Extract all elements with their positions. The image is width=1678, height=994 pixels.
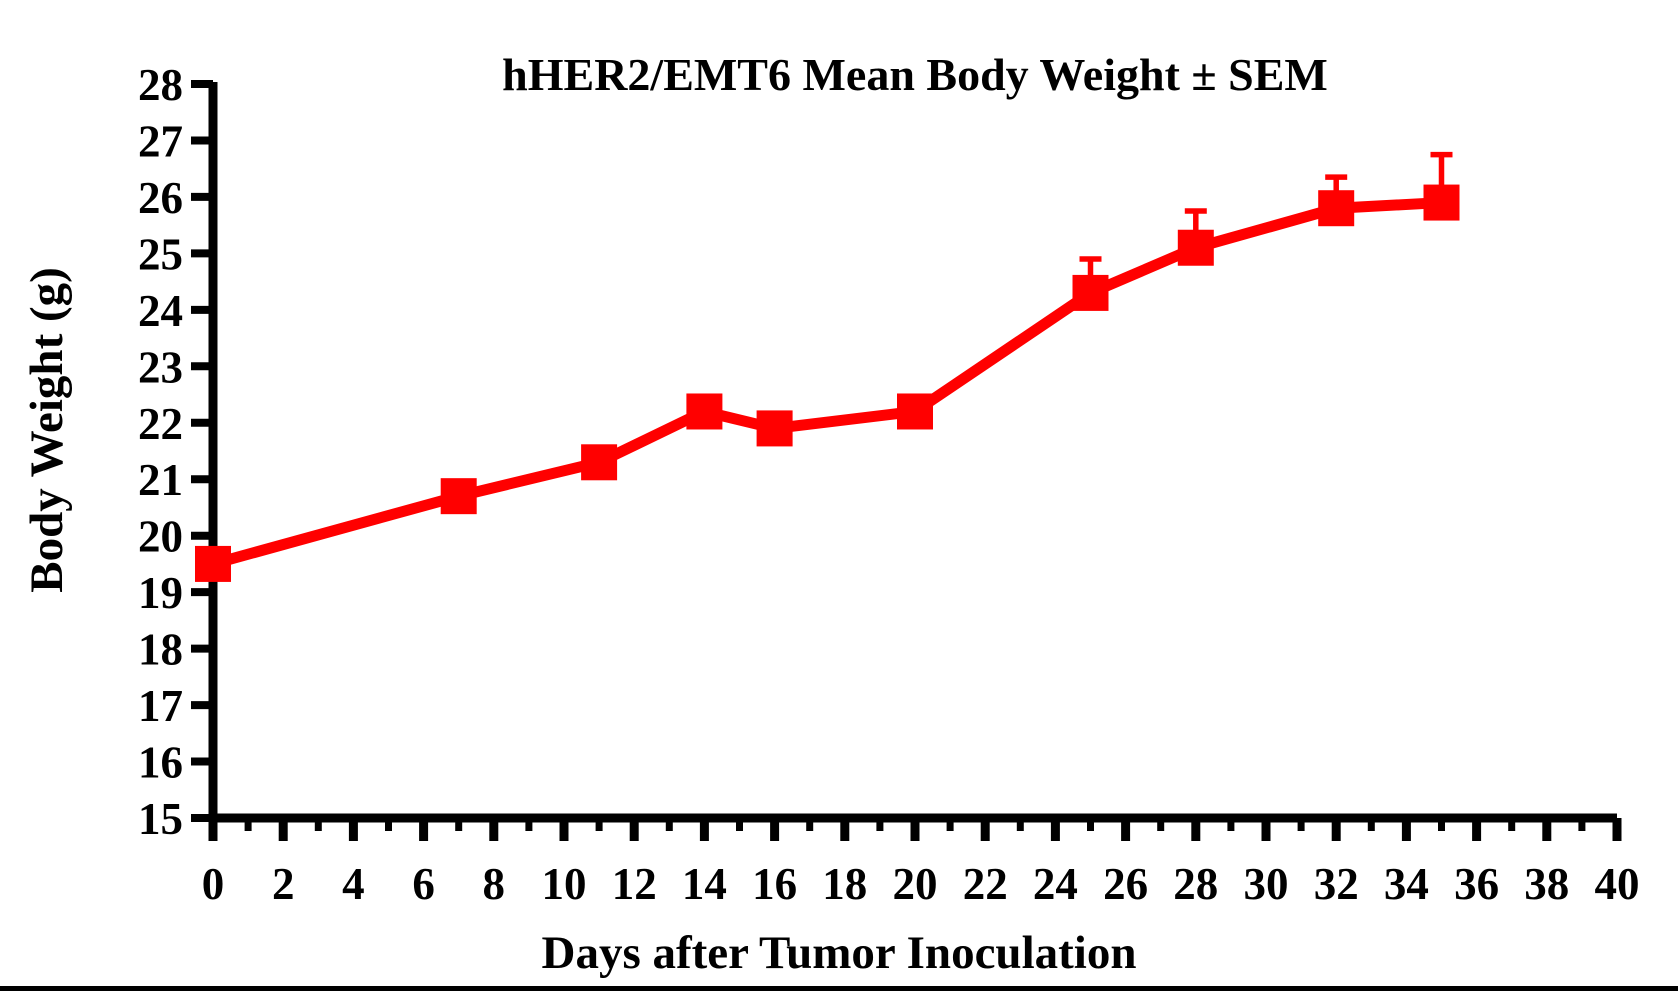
y-tick-label: 28 — [138, 60, 183, 110]
data-point-marker — [756, 410, 793, 447]
x-tick-label: 20 — [893, 859, 938, 909]
x-tick-label: 8 — [483, 859, 506, 909]
x-tick-label: 34 — [1384, 859, 1429, 909]
x-tick-label: 38 — [1524, 859, 1569, 909]
x-tick-label: 36 — [1454, 859, 1499, 909]
x-tick-label: 18 — [822, 859, 867, 909]
data-point-marker — [581, 444, 618, 481]
x-tick-label: 10 — [542, 859, 587, 909]
x-tick-label: 2 — [272, 859, 295, 909]
y-tick-label: 27 — [138, 116, 183, 166]
x-tick-label: 30 — [1244, 859, 1289, 909]
bottom-divider — [0, 986, 1678, 991]
x-tick-label: 6 — [412, 859, 435, 909]
y-tick-label: 26 — [138, 173, 183, 223]
x-tick-label: 4 — [342, 859, 365, 909]
y-tick-label: 19 — [138, 568, 183, 618]
data-point-marker — [1318, 190, 1355, 227]
y-axis-title: Body Weight (g) — [21, 267, 73, 593]
x-tick-label: 24 — [1033, 859, 1078, 909]
x-tick-label: 32 — [1314, 859, 1359, 909]
x-axis-title: Days after Tumor Inoculation — [541, 927, 1137, 979]
x-tick-label: 16 — [752, 859, 797, 909]
y-tick-label: 21 — [138, 455, 183, 505]
data-point-marker — [686, 393, 723, 430]
y-tick-label: 24 — [138, 286, 183, 336]
y-tick-label: 20 — [138, 512, 183, 562]
data-point-marker — [1423, 184, 1460, 221]
y-tick-label: 22 — [138, 399, 183, 449]
y-tick-label: 16 — [138, 738, 183, 788]
data-point-marker — [195, 545, 231, 582]
y-tick-label: 18 — [138, 625, 183, 675]
series-line — [211, 197, 1442, 570]
x-tick-label: 14 — [682, 859, 727, 909]
x-tick-label: 22 — [963, 859, 1008, 909]
x-tick-label: 40 — [1595, 859, 1640, 909]
y-tick-label: 25 — [138, 229, 183, 279]
data-point-marker — [1177, 229, 1214, 266]
data-point-marker — [440, 478, 477, 515]
data-point-marker — [897, 393, 933, 430]
x-tick-label: 12 — [612, 859, 657, 909]
data-point-marker — [1072, 274, 1109, 311]
y-tick-label: 17 — [138, 681, 183, 731]
x-tick-label: 28 — [1173, 859, 1218, 909]
y-tick-label: 15 — [138, 794, 183, 844]
y-tick-label: 23 — [138, 342, 183, 392]
x-tick-label: 0 — [202, 859, 225, 909]
x-tick-label: 26 — [1103, 859, 1148, 909]
chart-title: hHER2/EMT6 Mean Body Weight ± SEM — [502, 49, 1328, 100]
